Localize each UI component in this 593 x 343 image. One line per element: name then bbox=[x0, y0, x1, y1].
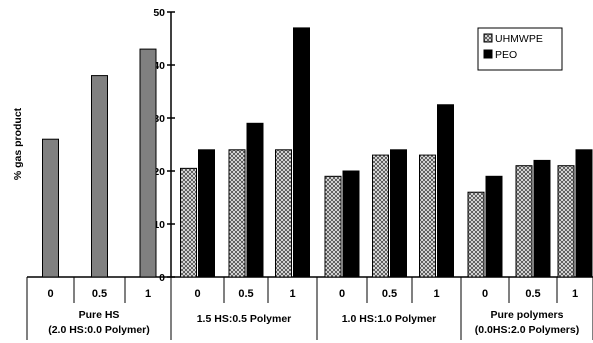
y-tick-label: 10 bbox=[153, 219, 165, 231]
bar bbox=[372, 154, 389, 278]
bar bbox=[557, 165, 575, 278]
group-label-sub: (2.0 HS:0.0 Polymer) bbox=[48, 324, 150, 336]
legend-swatch bbox=[483, 33, 493, 43]
bar bbox=[139, 48, 157, 278]
group-label: Pure HS bbox=[79, 309, 120, 321]
group-label-sub: (0.0HS:2.0 Polymers) bbox=[475, 324, 579, 336]
bar bbox=[246, 122, 264, 278]
bar bbox=[293, 27, 310, 278]
bar bbox=[515, 165, 533, 278]
group-label: Pure polymers bbox=[491, 309, 564, 321]
category-label: 0 bbox=[339, 288, 345, 300]
y-tick-label: 20 bbox=[153, 166, 165, 178]
bar bbox=[419, 154, 436, 278]
bar bbox=[342, 170, 360, 278]
category-label: 0.5 bbox=[525, 288, 540, 300]
y-tick-label: 0 bbox=[159, 272, 165, 284]
category-label: 1 bbox=[572, 288, 578, 300]
legend-swatch bbox=[483, 49, 493, 59]
legend-label: PEO bbox=[495, 49, 517, 61]
bar bbox=[390, 149, 407, 278]
y-tick-label: 30 bbox=[153, 113, 165, 125]
category-label: 0.5 bbox=[238, 288, 253, 300]
bar bbox=[324, 175, 342, 278]
bar bbox=[228, 149, 246, 278]
category-label: 1 bbox=[289, 288, 295, 300]
category-label: 1 bbox=[145, 288, 151, 300]
bar bbox=[467, 191, 485, 278]
bar bbox=[180, 167, 197, 278]
bar bbox=[437, 104, 454, 278]
group-label: 1.0 HS:1.0 Polymer bbox=[342, 313, 437, 325]
bar bbox=[198, 149, 215, 278]
y-axis-title: % gas product bbox=[12, 107, 24, 180]
category-label: 0 bbox=[194, 288, 200, 300]
category-label: 0.5 bbox=[382, 288, 397, 300]
group-label: 1.5 HS:0.5 Polymer bbox=[197, 313, 292, 325]
y-tick-label: 40 bbox=[153, 60, 165, 72]
bar bbox=[91, 75, 108, 278]
bar bbox=[485, 175, 503, 278]
legend-label: UHMWPE bbox=[495, 33, 543, 45]
y-tick-label: 50 bbox=[153, 7, 165, 19]
bar bbox=[533, 159, 551, 278]
bar bbox=[575, 149, 593, 278]
bar bbox=[275, 149, 292, 278]
category-label: 0 bbox=[47, 288, 53, 300]
bar bbox=[42, 138, 59, 278]
category-label: 0 bbox=[482, 288, 488, 300]
category-label: 1 bbox=[433, 288, 439, 300]
category-label: 0.5 bbox=[92, 288, 107, 300]
